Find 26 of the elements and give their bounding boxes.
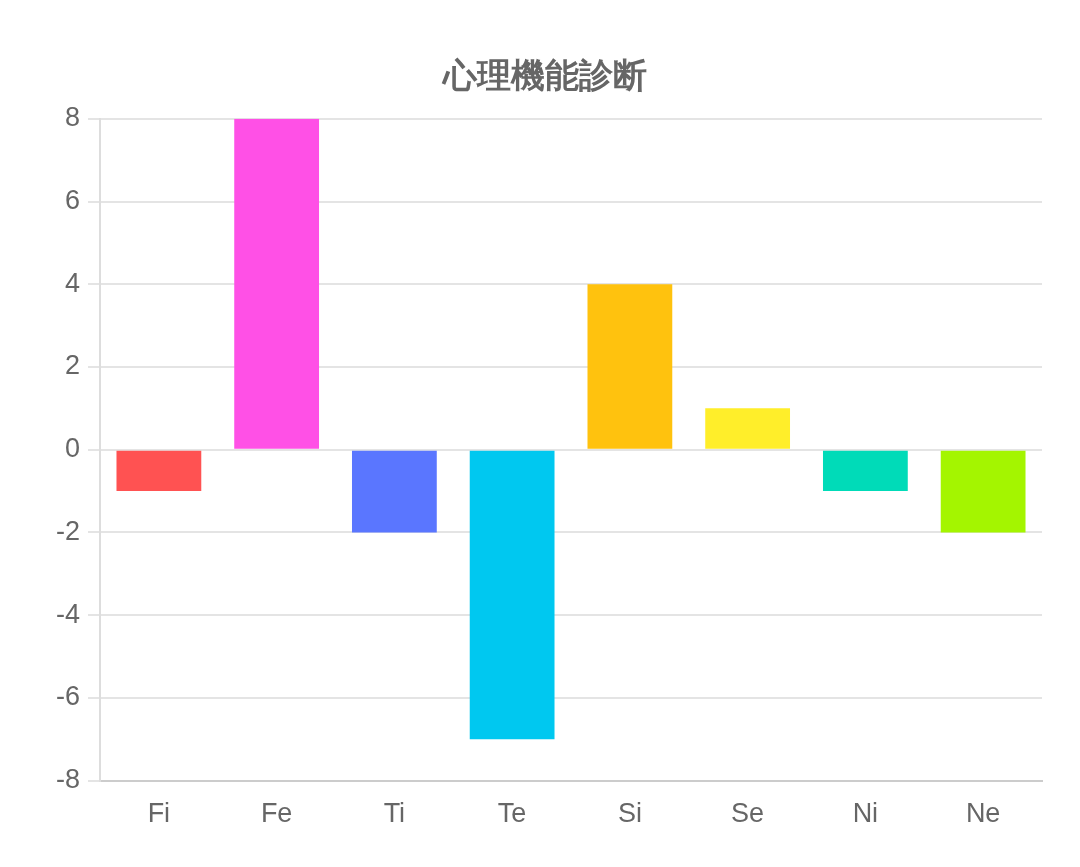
y-tick-label: 0 xyxy=(64,433,81,464)
bar xyxy=(940,450,1026,533)
bar xyxy=(469,450,555,740)
bar xyxy=(822,450,908,492)
bar xyxy=(587,284,673,449)
x-tick-label: Fe xyxy=(260,798,293,829)
y-tick-label: -2 xyxy=(55,515,81,546)
y-tick-label: 4 xyxy=(64,267,81,298)
y-tick-label: 6 xyxy=(64,184,81,215)
y-tick-label: -8 xyxy=(55,764,81,795)
x-tick-label: Te xyxy=(497,798,527,829)
y-tick-label: -4 xyxy=(55,598,81,629)
y-tick-label: 2 xyxy=(64,350,81,381)
x-tick-label: Si xyxy=(617,798,642,829)
x-tick-label: Fi xyxy=(147,798,171,829)
bar xyxy=(351,450,437,533)
chart-title: 心理機能診断 xyxy=(441,55,647,96)
bar xyxy=(234,118,320,449)
x-tick-label: Ni xyxy=(852,798,879,829)
bar xyxy=(116,450,202,492)
y-tick-label: -6 xyxy=(55,681,81,712)
x-tick-label: Se xyxy=(731,798,765,829)
x-tick-label: Ti xyxy=(383,798,406,829)
bar xyxy=(705,408,791,449)
y-tick-label: 8 xyxy=(64,102,81,133)
x-tick-label: Ne xyxy=(965,798,1001,829)
